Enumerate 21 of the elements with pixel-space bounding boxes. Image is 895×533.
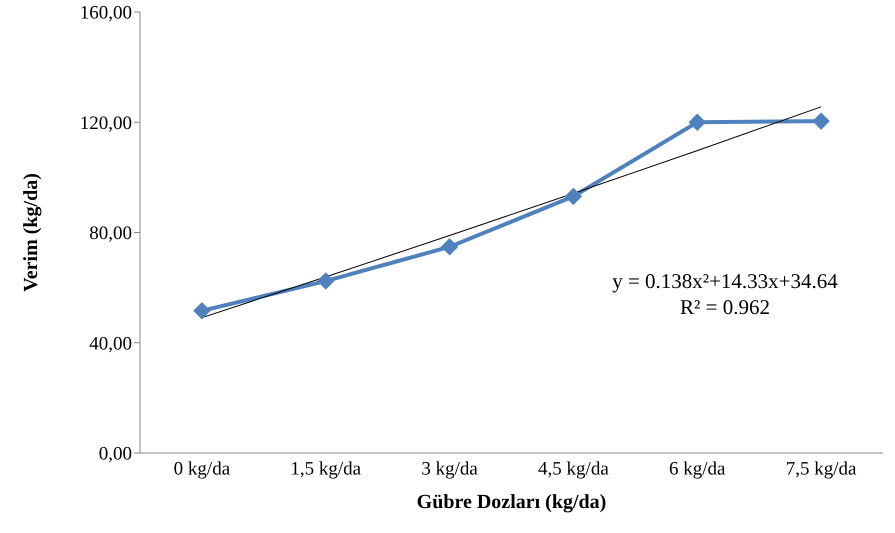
y-axis-title: Verim (kg/da) [20,173,42,292]
point [193,302,210,320]
x-axis-title: Gübre Dozları (kg/da) [416,491,606,513]
annotation: R² = 0.962 [679,294,771,320]
annotation: y = 0.138x²+14.33x+34.64 [611,268,839,294]
x-tick-label: 0 kg/da [174,458,231,480]
x-tick-label: 7,5 kg/da [786,458,858,480]
x-tick-label: 1,5 kg/da [290,458,362,480]
point [441,238,458,256]
x-tick-label: 3 kg/da [421,458,478,480]
y-tick-label: 120,00 [80,112,132,134]
x-tick-label: 4,5 kg/da [538,458,610,480]
y-tick-label: 160,00 [80,2,132,24]
y-tick-label: 80,00 [89,223,132,244]
y-tick-label: 0,00 [98,444,132,465]
y-tick-label: 40,00 [89,333,132,354]
point [317,272,334,290]
point [564,188,582,205]
point [812,112,830,130]
x-tick-label: 6 kg/da [669,458,726,480]
point [688,114,706,131]
